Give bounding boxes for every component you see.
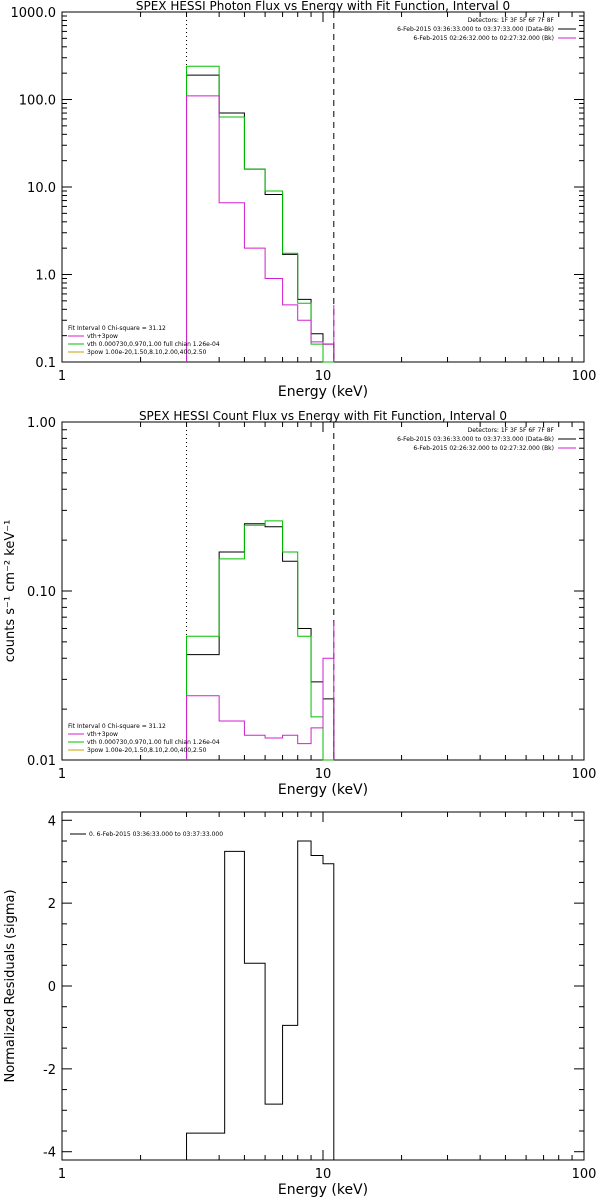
x-tick-label: 1	[58, 1167, 66, 1182]
y-tick-label: 2	[48, 897, 56, 912]
legend-label: 6-Feb-2015 03:36:33.000 to 03:37:33.000 …	[397, 26, 554, 33]
y-tick-label: 0.1	[35, 356, 56, 371]
x-axis-label: Energy (keV)	[278, 1182, 368, 1198]
x-axis-label: Energy (keV)	[278, 384, 368, 400]
series-line	[186, 74, 335, 362]
y-axis-label: Normalized Residuals (sigma)	[3, 889, 18, 1082]
y-axis-label: counts s⁻¹ cm⁻² keV⁻¹	[3, 520, 18, 663]
y-tick-label: -4	[43, 1146, 56, 1161]
y-tick-label: 4	[48, 814, 56, 829]
y-tick-label: 1000.0	[11, 6, 57, 21]
legend-label: vth+3pow	[87, 333, 118, 340]
x-tick-label: 100	[572, 1167, 597, 1182]
x-axis-label: Energy (keV)	[278, 782, 368, 798]
series-line	[186, 840, 335, 1160]
y-tick-label: 10.0	[27, 181, 56, 196]
legend-label: Detectors: 1F 3F 5F 6F 7F 8F	[468, 427, 555, 434]
y-tick-label: 0	[48, 980, 56, 995]
legend-label: vth+3pow	[87, 731, 118, 738]
x-tick-label: 100	[572, 767, 597, 782]
y-tick-label: 0.10	[27, 585, 56, 600]
legend-label: vth 0.000730,0.970,1.00 full chian 1.26e…	[87, 739, 220, 746]
chart-title: SPEX HESSI Count Flux vs Energy with Fit…	[139, 409, 507, 423]
y-tick-label: 1.00	[27, 416, 56, 431]
legend-label: 6-Feb-2015 02:26:32.000 to 02:27:32.000 …	[413, 35, 554, 42]
legend-label: 6-Feb-2015 02:26:32.000 to 02:27:32.000 …	[413, 445, 554, 452]
x-tick-label: 10	[315, 1167, 332, 1182]
legend-label: Fit Interval 0 Chi-square = 31.12	[68, 325, 166, 332]
legend-label: 3pow 1.00e-20,1.50,8.10,2.00,400,2.50	[87, 349, 207, 356]
y-tick-label: -2	[43, 1063, 56, 1078]
y-tick-label: 1.0	[35, 269, 56, 284]
series-line	[186, 621, 335, 760]
x-tick-label: 10	[315, 369, 332, 384]
plot-frame	[61, 11, 585, 363]
x-tick-label: 10	[315, 767, 332, 782]
series-line	[186, 95, 335, 362]
legend-label: 6-Feb-2015 03:36:33.000 to 03:37:33.000 …	[397, 436, 554, 443]
chart-title: SPEX HESSI Photon Flux vs Energy with Fi…	[136, 0, 510, 13]
series-line	[186, 65, 335, 363]
legend-label: 0. 6-Feb-2015 03:36:33.000 to 03:37:33.0…	[89, 831, 223, 838]
series-line	[186, 520, 334, 761]
legend-label: vth 0.000730,0.970,1.00 full chian 1.26e…	[87, 341, 220, 348]
legend-label: 3pow 1.00e-20,1.50,8.10,2.00,400,2.50	[87, 747, 207, 754]
series-line	[186, 523, 335, 760]
legend-label: Detectors: 1F 3F 5F 6F 7F 8F	[468, 17, 555, 24]
y-tick-label: 0.01	[27, 754, 56, 769]
x-tick-label: 100	[572, 369, 597, 384]
legend-label: Fit Interval 0 Chi-square = 31.12	[68, 723, 166, 730]
x-tick-label: 1	[58, 369, 66, 384]
x-tick-label: 1	[58, 767, 66, 782]
y-tick-label: 100.0	[19, 94, 56, 109]
